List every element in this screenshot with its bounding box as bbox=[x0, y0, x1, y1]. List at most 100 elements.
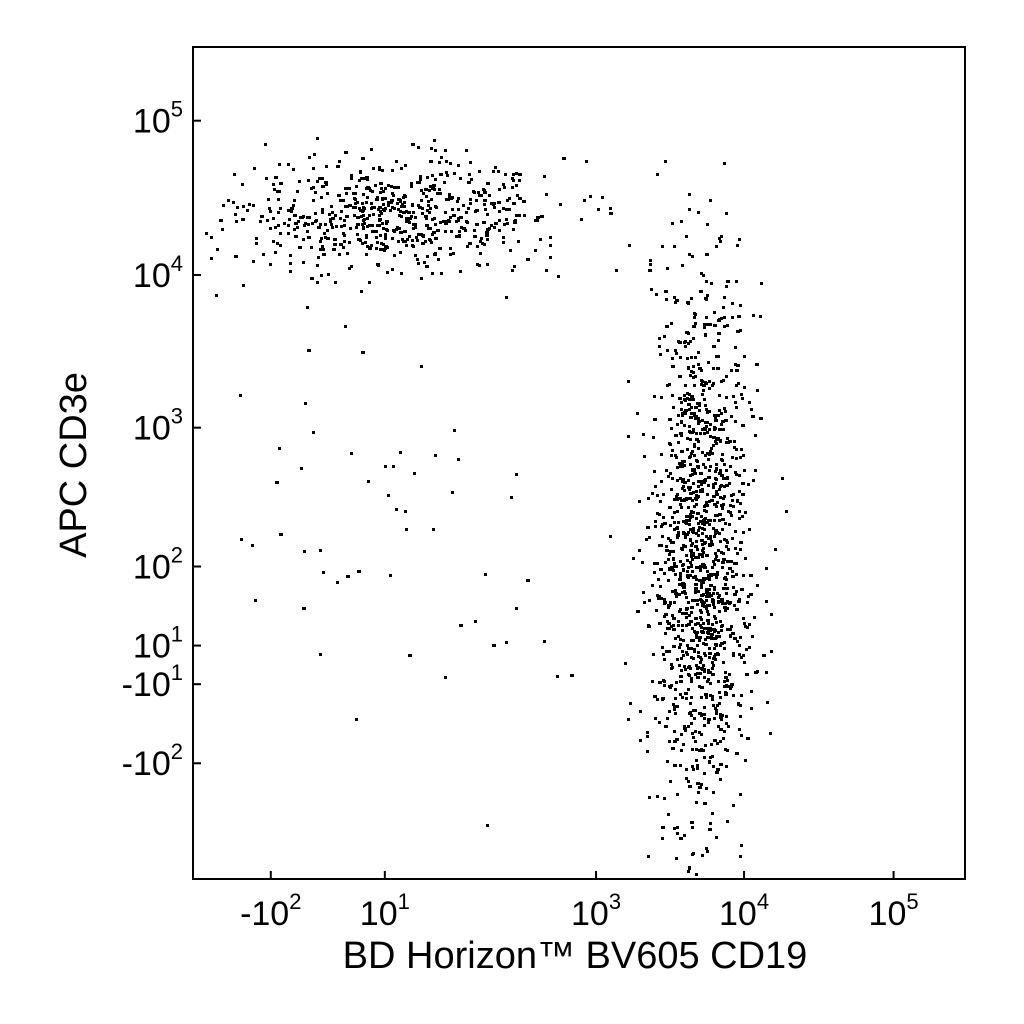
data-point bbox=[408, 221, 411, 224]
data-point bbox=[350, 265, 353, 268]
data-point bbox=[314, 220, 317, 223]
data-point bbox=[700, 611, 703, 614]
data-point bbox=[417, 204, 420, 207]
data-point bbox=[737, 315, 741, 318]
data-point bbox=[667, 558, 670, 561]
data-point bbox=[683, 725, 686, 728]
data-point bbox=[676, 526, 679, 529]
data-point bbox=[653, 695, 657, 698]
data-point bbox=[720, 474, 724, 477]
data-point bbox=[661, 837, 664, 840]
data-point bbox=[666, 760, 669, 763]
data-point bbox=[694, 673, 697, 676]
data-point bbox=[627, 435, 630, 438]
data-point bbox=[707, 361, 710, 364]
data-point bbox=[681, 547, 684, 550]
data-point bbox=[648, 796, 651, 799]
data-point bbox=[399, 200, 402, 203]
data-point bbox=[715, 442, 718, 445]
data-point bbox=[732, 493, 735, 496]
data-point bbox=[720, 598, 723, 601]
data-point bbox=[700, 626, 703, 629]
data-point bbox=[699, 672, 702, 675]
data-point bbox=[714, 558, 717, 561]
data-point bbox=[435, 206, 438, 209]
data-point bbox=[429, 207, 432, 210]
data-point bbox=[680, 420, 683, 423]
data-point bbox=[696, 438, 699, 441]
data-point bbox=[422, 192, 425, 195]
data-point bbox=[677, 531, 680, 534]
data-point bbox=[735, 590, 738, 593]
data-point bbox=[714, 532, 717, 535]
data-point bbox=[724, 691, 727, 694]
data-point bbox=[724, 419, 727, 422]
data-point bbox=[705, 425, 708, 428]
data-point bbox=[478, 170, 481, 173]
data-point bbox=[731, 316, 734, 319]
data-point bbox=[405, 220, 408, 223]
data-point bbox=[685, 235, 688, 238]
data-point bbox=[700, 733, 703, 736]
data-point bbox=[699, 616, 702, 619]
data-point bbox=[378, 206, 382, 209]
data-point bbox=[431, 272, 434, 275]
data-point bbox=[744, 625, 747, 628]
data-point bbox=[765, 671, 768, 674]
data-point bbox=[290, 210, 293, 213]
data-point bbox=[729, 560, 733, 563]
data-point bbox=[288, 218, 291, 221]
data-point bbox=[466, 245, 469, 248]
data-point bbox=[408, 235, 411, 238]
data-point bbox=[685, 554, 688, 557]
y-axis-title: APC CD3e bbox=[53, 372, 95, 558]
data-point bbox=[723, 463, 726, 466]
data-point bbox=[709, 519, 712, 522]
data-point bbox=[696, 631, 699, 634]
data-point bbox=[665, 325, 669, 328]
data-point bbox=[719, 740, 722, 743]
data-point bbox=[708, 604, 711, 607]
data-point bbox=[627, 718, 630, 721]
data-point bbox=[726, 587, 729, 590]
data-point bbox=[724, 676, 727, 679]
data-point bbox=[707, 619, 710, 622]
data-point bbox=[660, 396, 663, 399]
data-point bbox=[434, 223, 437, 226]
data-point bbox=[718, 488, 721, 491]
data-point bbox=[372, 167, 375, 170]
data-point bbox=[697, 480, 700, 483]
data-point bbox=[375, 247, 378, 250]
data-point bbox=[387, 204, 390, 207]
data-point bbox=[274, 176, 278, 179]
data-point bbox=[318, 177, 321, 180]
data-point bbox=[319, 653, 322, 656]
data-point bbox=[712, 592, 715, 595]
data-point bbox=[615, 269, 618, 272]
data-point bbox=[712, 791, 715, 794]
data-point bbox=[689, 374, 692, 377]
data-point bbox=[583, 199, 586, 202]
data-point bbox=[416, 258, 419, 261]
data-point bbox=[695, 759, 698, 762]
data-point bbox=[289, 262, 292, 265]
data-point bbox=[721, 624, 724, 627]
data-point bbox=[705, 591, 709, 594]
data-point bbox=[722, 477, 726, 480]
data-point bbox=[706, 680, 709, 683]
data-point bbox=[405, 244, 408, 247]
data-point bbox=[429, 160, 433, 163]
data-point bbox=[277, 198, 280, 201]
data-point bbox=[457, 164, 460, 167]
data-point bbox=[375, 236, 378, 239]
data-point bbox=[697, 211, 700, 214]
data-point bbox=[709, 671, 712, 674]
data-point bbox=[485, 234, 489, 237]
data-point bbox=[350, 177, 353, 180]
data-point bbox=[685, 777, 688, 780]
data-point bbox=[707, 632, 710, 635]
data-point bbox=[308, 216, 311, 219]
data-point bbox=[711, 755, 714, 758]
data-point bbox=[502, 207, 505, 210]
data-point bbox=[675, 857, 678, 860]
